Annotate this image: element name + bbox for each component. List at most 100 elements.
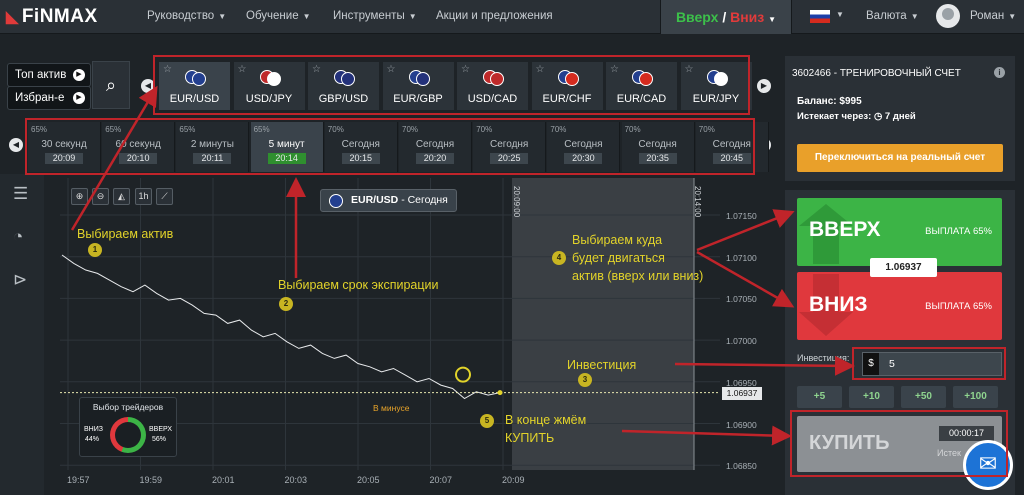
asset-tab[interactable]: ☆ USD/JPY	[233, 62, 306, 110]
star-icon[interactable]: ☆	[535, 64, 545, 75]
y-tick-label: 1.07050	[726, 294, 757, 305]
star-icon[interactable]: ☆	[312, 64, 321, 75]
y-tick-label: 1.06900	[726, 419, 757, 430]
step-badge-5: 5	[480, 414, 494, 428]
up-label: ВВЕРХ	[809, 218, 881, 241]
indicators-icon[interactable]: ⟋	[156, 188, 173, 205]
language-flag-icon[interactable]	[810, 10, 830, 23]
asset-tab[interactable]: ☆ EUR/JPY	[680, 62, 753, 110]
expiry-payout: 70%	[550, 125, 567, 134]
buy-timer: 00:00:17	[939, 426, 994, 441]
asset-tab[interactable]: ☆ EUR/CAD	[606, 62, 678, 110]
account-panel: 3602466 - ТРЕНИРОВОЧНЫЙ СЧЕТ i Баланс: $…	[785, 56, 1015, 181]
expiry-time: 20:10	[119, 153, 158, 164]
currency-menu[interactable]: Валюта ▼	[866, 10, 919, 22]
asset-tab[interactable]: ☆ EUR/CHF	[531, 62, 604, 110]
down-payout: ВЫПЛАТА 65%	[925, 301, 992, 312]
left-toolbar	[0, 174, 44, 495]
nav-guide[interactable]: Руководство ▼	[147, 10, 227, 22]
assets-next-arrow[interactable]: ▶	[757, 79, 771, 93]
play-circle-icon[interactable]: ⊳	[13, 270, 28, 289]
asset-tab[interactable]: ☆ GBP/USD	[308, 62, 380, 110]
expiry-name: Сегодня	[712, 139, 751, 150]
expiry-tab[interactable]: 65% 2 минуты 20:11	[176, 122, 250, 172]
currency-pair-flag-icon	[632, 70, 654, 86]
y-tick-label: 1.07150	[726, 211, 757, 221]
expiry-time: 20:09	[45, 153, 83, 164]
expiry-payout: 70%	[327, 125, 344, 134]
quick-add-10[interactable]: +10	[849, 386, 894, 408]
expiry-prev-arrow[interactable]: ◀	[9, 138, 23, 152]
investment-input[interactable]: $ 5	[862, 352, 1002, 376]
expiry-tab[interactable]: 70% Сегодня 20:45	[695, 122, 769, 172]
star-icon[interactable]: ☆	[684, 64, 694, 75]
play-icon: ▶	[73, 69, 85, 81]
expiry-tab[interactable]: 70% Сегодня 20:35	[621, 122, 695, 172]
info-icon[interactable]: i	[994, 67, 1005, 78]
y-tick-label: 1.07100	[726, 252, 757, 263]
avatar[interactable]	[936, 4, 960, 28]
star-icon[interactable]: ☆	[461, 64, 470, 75]
nav-tools[interactable]: Инструменты ▼	[333, 10, 417, 22]
x-tick-label: 19:57	[67, 475, 90, 485]
investment-value: 5	[889, 358, 895, 370]
currency-pair-flag-icon	[334, 70, 356, 86]
expiry-tab[interactable]: 65% 5 минут 20:14	[250, 122, 324, 172]
expiry-payout: 65%	[179, 125, 196, 134]
favorites-filter[interactable]: Избран-е ▶	[7, 86, 91, 110]
asset-tab-label: USD/CAD	[467, 93, 518, 105]
mail-icon[interactable]: ✉	[963, 440, 1013, 490]
user-menu[interactable]: Роман ▼	[970, 10, 1017, 22]
star-icon[interactable]: ☆	[237, 64, 247, 75]
logo[interactable]: ◣ FiNMAX	[6, 6, 98, 27]
expiry-tab[interactable]: 70% Сегодня 20:20	[399, 122, 472, 172]
nav-learning[interactable]: Обучение ▼	[246, 10, 311, 22]
expiry-tab[interactable]: 70% Сегодня 20:25	[473, 122, 547, 172]
quick-add-50[interactable]: +50	[901, 386, 946, 408]
put-down-button[interactable]: ВНИЗ ВЫПЛАТА 65%	[797, 272, 1002, 340]
step-badge-4: 4	[552, 251, 566, 265]
quick-add-5[interactable]: +5	[797, 386, 842, 408]
coins-icon[interactable]: ☰	[13, 184, 29, 203]
down-label: ВНИЗ	[809, 293, 868, 316]
annotation-choose-asset: Выбираем актив	[77, 227, 174, 241]
x-tick-label: 20:05	[357, 475, 380, 485]
expiry-tab[interactable]: 65% 30 секунд 20:09	[28, 122, 101, 172]
step-badge-1: 1	[88, 243, 102, 257]
asset-tab[interactable]: ☆ EUR/GBP	[382, 62, 455, 110]
asset-tab[interactable]: ☆ EUR/USD	[159, 62, 231, 110]
asset-tab-label: EUR/GBP	[393, 93, 443, 105]
y-tick-label: 1.07000	[726, 336, 757, 347]
expiry-tab[interactable]: 70% Сегодня 20:30	[547, 122, 621, 172]
expiry-payout: 70%	[624, 125, 641, 134]
call-up-button[interactable]: ВВЕРХ ВЫПЛАТА 65%	[797, 198, 1002, 266]
top-nav: ◣ FiNMAX Руководство ▼ Обучение ▼ Инструмен…	[0, 0, 1024, 34]
step-badge-3: 3	[578, 373, 592, 387]
updown-mode-toggle[interactable]: Вверх / Вниз ▼	[660, 0, 792, 34]
traders-down-label: ВНИЗ	[84, 426, 103, 433]
nav-promotions[interactable]: Акции и предложения	[436, 10, 553, 22]
language-chevron-icon[interactable]: ▼	[836, 10, 844, 19]
expiry-tab[interactable]: 70% Сегодня 20:15	[324, 122, 398, 172]
star-icon[interactable]: ☆	[163, 64, 172, 75]
timeframe-button[interactable]: 1h	[135, 188, 152, 205]
asset-tab-label: USD/JPY	[245, 93, 293, 105]
current-price-box: 1.06937	[870, 258, 937, 277]
star-icon[interactable]: ☆	[386, 64, 396, 75]
area-chart-icon[interactable]: ◭	[113, 188, 130, 205]
expiry-tab[interactable]: 65% 60 секунд 20:10	[102, 122, 176, 172]
price-chart[interactable]	[60, 178, 770, 488]
x-tick-label: 20:09	[502, 475, 525, 485]
quick-add-100[interactable]: +100	[953, 386, 998, 408]
star-icon[interactable]: ☆	[610, 64, 619, 75]
asset-tab[interactable]: ☆ USD/CAD	[457, 62, 529, 110]
speed-icon[interactable]: ◔	[13, 227, 24, 246]
switch-to-real-button[interactable]: Переключиться на реальный счет	[797, 144, 1003, 172]
position-status: В минусе	[373, 403, 410, 413]
expiry-time: 20:20	[416, 153, 454, 164]
search-button[interactable]: ⌕	[92, 61, 130, 109]
expiry-name: 60 секунд	[115, 139, 161, 150]
traders-up-pct: 56%	[152, 436, 167, 443]
zoom-in-icon[interactable]: ⊕	[71, 188, 88, 205]
